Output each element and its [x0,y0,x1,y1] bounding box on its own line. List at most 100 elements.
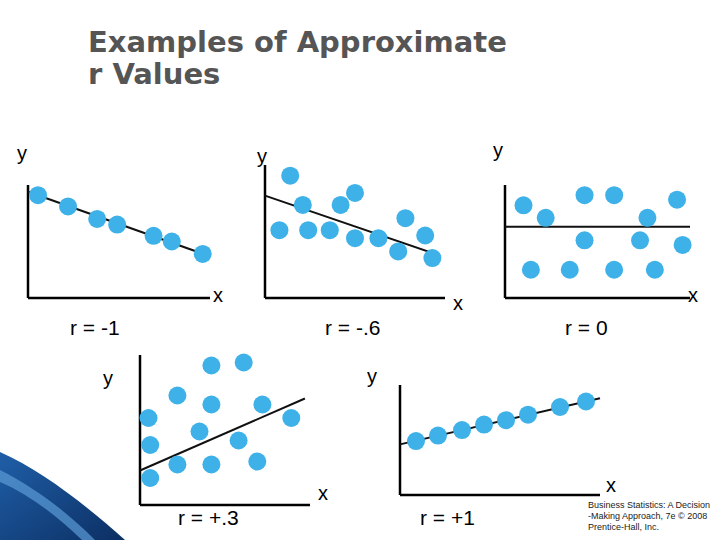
data-point [270,221,288,239]
x-axis [505,297,690,300]
r-value-label: r = -1 [70,316,120,339]
y-axis [27,185,30,298]
scatter-panel: y x r = +1 [367,365,616,529]
data-point [230,432,248,450]
data-point [282,409,300,427]
data-point [202,456,220,474]
data-point [416,226,434,244]
data-point [141,436,159,454]
data-point [551,398,569,416]
data-point [519,406,537,424]
data-point [321,221,339,239]
r-value-label: r = +1 [420,506,475,529]
footer-text: Business Statistics: A Decision [588,500,710,510]
plot-area [505,186,692,279]
data-point [202,396,220,414]
data-point [638,209,656,227]
data-point [248,453,266,471]
data-point [389,242,407,260]
x-axis [400,494,600,497]
y-axis-label: y [257,145,267,167]
scatter-panel: y x r = 0 [493,139,698,339]
data-point [369,229,387,247]
data-point [332,196,350,214]
plot-area [140,354,305,488]
data-point [299,221,317,239]
plot-area [265,167,441,267]
data-point [163,233,181,251]
x-axis [28,297,210,300]
trend-line [265,196,440,256]
scatter-panel: y x r = -1 [17,142,223,339]
data-point [194,245,212,263]
data-point [346,184,364,202]
y-axis-label: y [367,365,377,387]
data-point [576,186,594,204]
y-axis [139,355,142,505]
data-point [294,196,312,214]
x-axis-label: x [213,284,223,306]
data-point [202,357,220,375]
y-axis-label: y [103,367,113,389]
plot-area [28,186,212,263]
data-point [168,456,186,474]
y-axis-label: y [17,142,27,164]
plot-area [400,393,600,451]
data-point [145,227,163,245]
data-point [141,469,159,487]
x-axis-label: x [606,474,616,496]
trend-line [28,192,206,255]
r-value-label: r = -.6 [325,316,380,339]
data-point [674,236,692,254]
data-point [140,409,158,427]
y-axis [264,165,267,298]
slide: Examples of Approximater Values Business … [0,0,720,540]
r-value-label: r = 0 [565,316,608,339]
data-point [253,396,271,414]
scatter-panel: y x r = +.3 [103,354,328,530]
footer-text: Prentice-Hall, Inc. [588,522,659,532]
r-value-label: r = +.3 [178,506,239,529]
x-axis-label: x [453,292,463,314]
trend-line [400,398,600,444]
data-point [576,231,594,249]
data-point [88,210,106,228]
data-point [475,416,493,434]
data-point [191,423,209,441]
data-point [396,209,414,227]
data-point [577,393,595,411]
data-point [668,191,686,209]
scatter-panel: y x r = -.6 [257,145,463,339]
data-point [605,186,623,204]
data-point [423,249,441,267]
slide-title: r Values [88,57,220,91]
footer-text: -Making Approach, 7e © 2008 [588,511,707,521]
y-axis [399,385,402,495]
data-point [646,261,664,279]
data-point [497,411,515,429]
data-point [515,196,533,214]
ribbon [0,452,125,540]
data-point [281,167,299,185]
x-axis-label: x [688,284,698,306]
x-axis [265,297,445,300]
data-point [29,186,47,204]
ribbon-highlight [0,470,95,540]
y-axis-label: y [493,139,503,161]
x-axis-label: x [318,482,328,504]
data-point [522,261,540,279]
data-point [346,229,364,247]
slide-title: Examples of Approximate [88,25,507,59]
data-point [453,421,471,439]
data-point [561,261,579,279]
y-axis [504,185,507,298]
data-point [631,231,649,249]
data-point [235,354,253,372]
trend-line [140,399,305,471]
data-point [537,209,555,227]
data-point [59,197,77,215]
trend-line [505,226,690,228]
data-point [407,432,425,450]
data-point [108,216,126,234]
data-point [429,427,447,445]
